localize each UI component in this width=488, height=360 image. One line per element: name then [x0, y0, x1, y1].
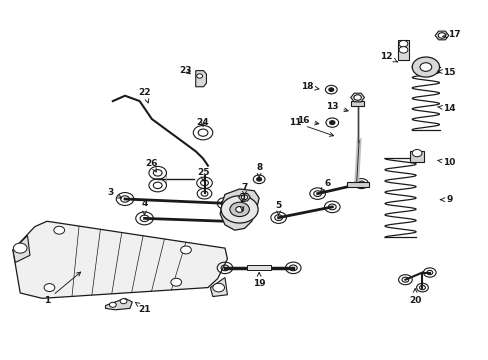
Circle shape — [212, 283, 224, 292]
Text: 2: 2 — [239, 195, 244, 210]
Circle shape — [196, 74, 202, 78]
Polygon shape — [238, 193, 250, 201]
Circle shape — [411, 57, 439, 77]
Circle shape — [235, 207, 243, 212]
Circle shape — [109, 302, 116, 307]
Polygon shape — [220, 189, 259, 230]
Circle shape — [437, 33, 445, 38]
Polygon shape — [13, 235, 30, 262]
Text: 17: 17 — [441, 30, 460, 39]
Text: 4: 4 — [141, 199, 147, 215]
Text: 14: 14 — [437, 104, 455, 113]
Text: 26: 26 — [145, 159, 158, 172]
Text: 18: 18 — [300, 82, 318, 91]
Text: 8: 8 — [256, 163, 262, 177]
Text: 10: 10 — [437, 158, 454, 167]
Text: 23: 23 — [180, 66, 192, 75]
Circle shape — [398, 46, 407, 53]
Polygon shape — [13, 221, 227, 298]
Text: 19: 19 — [252, 273, 265, 288]
Polygon shape — [246, 265, 271, 270]
Text: 21: 21 — [135, 302, 150, 314]
Circle shape — [229, 202, 249, 217]
Text: 5: 5 — [275, 201, 281, 215]
Text: 25: 25 — [196, 168, 209, 181]
Text: 13: 13 — [325, 102, 347, 112]
Text: 24: 24 — [196, 118, 209, 127]
Polygon shape — [350, 93, 364, 102]
Polygon shape — [210, 278, 227, 297]
Text: 11: 11 — [289, 118, 333, 136]
Polygon shape — [346, 182, 368, 187]
Polygon shape — [397, 40, 408, 60]
Circle shape — [419, 63, 431, 71]
Text: 15: 15 — [437, 68, 455, 77]
Text: 22: 22 — [138, 87, 150, 103]
Circle shape — [411, 149, 421, 157]
Circle shape — [13, 243, 27, 253]
Text: 3: 3 — [107, 188, 122, 198]
Polygon shape — [350, 101, 364, 107]
Polygon shape — [105, 298, 132, 310]
Circle shape — [120, 299, 127, 304]
Polygon shape — [409, 151, 423, 162]
Circle shape — [44, 284, 55, 292]
Circle shape — [170, 278, 181, 286]
Text: 9: 9 — [440, 195, 451, 204]
Circle shape — [329, 121, 334, 125]
Circle shape — [256, 177, 261, 181]
Circle shape — [398, 41, 407, 47]
Text: 20: 20 — [408, 289, 421, 305]
Text: 16: 16 — [296, 116, 318, 125]
Circle shape — [353, 95, 361, 100]
Text: 12: 12 — [379, 52, 397, 62]
Polygon shape — [195, 71, 206, 87]
Circle shape — [328, 88, 333, 91]
Circle shape — [54, 226, 64, 234]
Text: 6: 6 — [320, 179, 330, 192]
Circle shape — [241, 195, 247, 199]
Polygon shape — [434, 31, 448, 40]
Text: 7: 7 — [241, 183, 247, 195]
Text: 1: 1 — [44, 272, 81, 305]
Circle shape — [180, 246, 191, 254]
Circle shape — [221, 196, 258, 223]
